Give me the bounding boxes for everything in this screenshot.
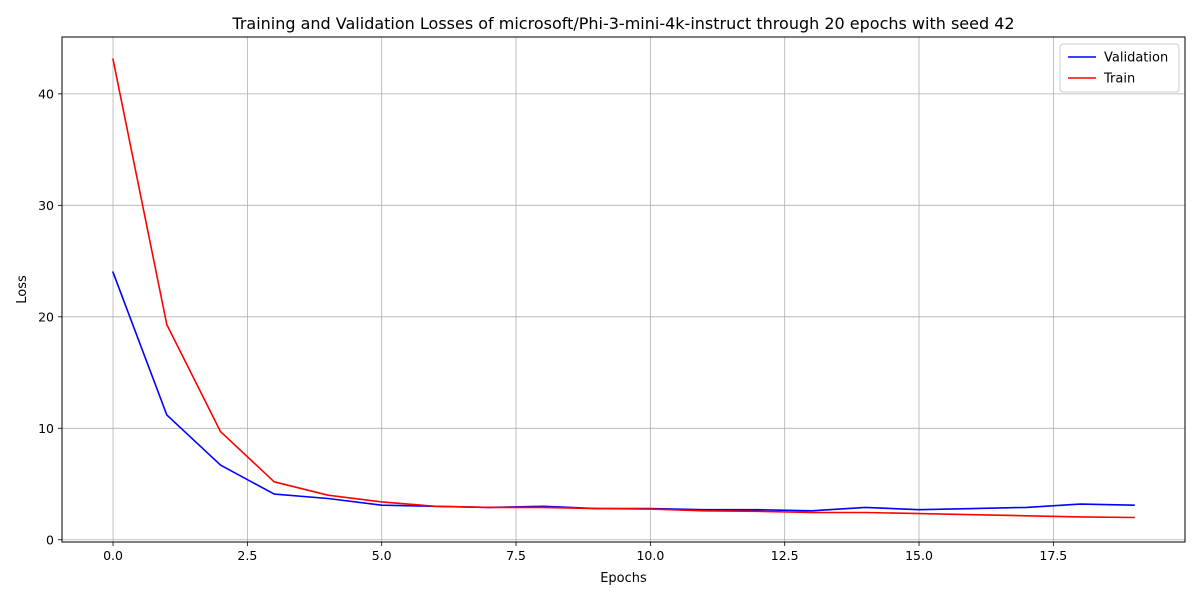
- y-tick-label: 20: [38, 309, 54, 324]
- x-tick-label: 2.5: [237, 548, 257, 563]
- legend-label-train: Train: [1103, 72, 1135, 87]
- y-tick-label: 30: [38, 198, 54, 213]
- legend: Validation Train: [1059, 43, 1180, 93]
- x-tick-label: 10.0: [636, 548, 664, 563]
- legend-label-validation: Validation: [1104, 51, 1168, 66]
- x-tick-label: 12.5: [771, 548, 799, 563]
- x-tick-label: 7.5: [506, 548, 526, 563]
- y-axis-ticks: 0 10 20 30 40: [38, 86, 62, 547]
- grid: [62, 37, 1185, 542]
- plot-area-frame: [61, 36, 1186, 543]
- series-line-train: [112, 58, 1135, 519]
- y-tick-label: 40: [38, 86, 54, 101]
- series-lines: [111, 58, 1135, 519]
- x-tick-label: 0.0: [103, 548, 123, 563]
- x-axis-ticks: 0.0 2.5 5.0 7.5 10.0 12.5 15.0 17.5: [103, 542, 1067, 563]
- x-tick-label: 17.5: [1039, 548, 1067, 563]
- legend-box: [1059, 43, 1180, 93]
- x-axis-title: Epochs: [600, 571, 647, 586]
- x-tick-label: 15.0: [905, 548, 933, 563]
- y-tick-label: 10: [38, 421, 54, 436]
- chart-title: Training and Validation Losses of micros…: [231, 14, 1014, 33]
- x-tick-label: 5.0: [372, 548, 392, 563]
- y-axis-title: Loss: [15, 275, 30, 304]
- y-tick-label: 0: [46, 532, 54, 547]
